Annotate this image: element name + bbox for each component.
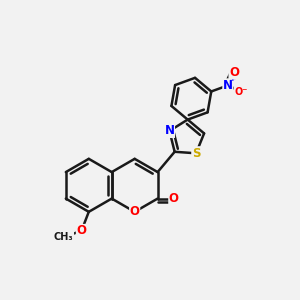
Text: O: O <box>169 192 179 205</box>
Text: +: + <box>230 74 237 83</box>
Text: O⁻: O⁻ <box>234 87 248 97</box>
Text: N: N <box>223 79 233 92</box>
Text: CH₃: CH₃ <box>54 232 74 242</box>
Text: O: O <box>130 205 140 218</box>
Text: N: N <box>164 124 175 137</box>
Text: O: O <box>229 66 239 79</box>
Text: S: S <box>192 147 200 160</box>
Text: O: O <box>76 224 86 238</box>
